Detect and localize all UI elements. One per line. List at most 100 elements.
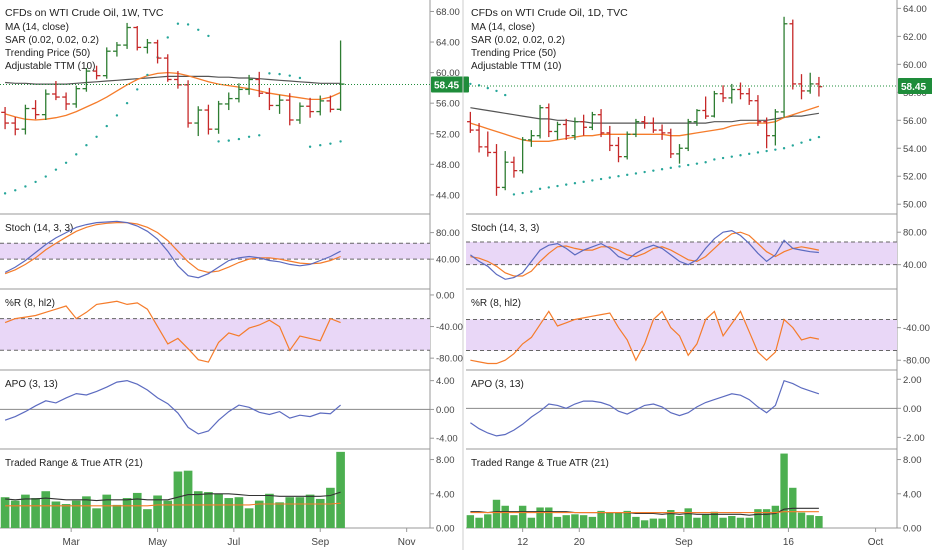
candle[interactable]	[123, 22, 131, 49]
range-bar	[649, 518, 658, 528]
candle[interactable]	[772, 109, 779, 146]
range-bar	[143, 509, 152, 528]
candle[interactable]	[501, 151, 509, 191]
range-bar	[204, 492, 213, 528]
candle[interactable]	[519, 137, 526, 174]
candle[interactable]	[536, 104, 544, 139]
candle[interactable]	[562, 118, 570, 140]
apo-tick-label: 4.00	[436, 376, 455, 387]
candle[interactable]	[789, 19, 797, 90]
time-tick-label: 20	[574, 537, 586, 548]
apo-pane-label: APO (3, 13)	[471, 379, 524, 390]
candle[interactable]	[658, 124, 666, 140]
candle[interactable]	[102, 47, 111, 79]
candle[interactable]	[285, 93, 294, 126]
candle[interactable]	[702, 96, 709, 119]
stoch-k-line	[4, 220, 341, 279]
range-bar	[61, 504, 71, 528]
candle[interactable]	[571, 117, 579, 140]
candle[interactable]	[143, 38, 152, 54]
wr-band	[0, 318, 430, 351]
candle[interactable]	[62, 92, 70, 111]
candle[interactable]	[597, 109, 605, 138]
candle[interactable]	[589, 111, 596, 131]
sar-dot	[95, 135, 98, 139]
candle[interactable]	[641, 116, 648, 129]
candle[interactable]	[632, 118, 640, 138]
sar-dot	[713, 158, 716, 161]
candle[interactable]	[798, 74, 805, 100]
candle[interactable]	[204, 104, 213, 135]
candle[interactable]	[754, 95, 762, 126]
sar-dot	[146, 73, 149, 77]
candle[interactable]	[214, 100, 223, 134]
candle[interactable]	[763, 117, 770, 149]
candle[interactable]	[275, 94, 284, 114]
candle[interactable]	[815, 76, 823, 97]
candle[interactable]	[510, 156, 518, 178]
candle[interactable]	[737, 82, 744, 100]
stoch-tick-label: 80.00	[436, 228, 460, 239]
candle[interactable]	[728, 83, 736, 104]
candle[interactable]	[711, 90, 718, 118]
chart-daily[interactable]: 64.0062.0060.0058.0056.0054.0052.0050.00…	[466, 0, 932, 548]
range-bar	[475, 517, 483, 528]
candle[interactable]	[1, 107, 9, 130]
candle[interactable]	[580, 114, 587, 136]
candle[interactable]	[484, 131, 492, 157]
candle[interactable]	[41, 89, 50, 120]
candle[interactable]	[650, 117, 657, 133]
candle[interactable]	[52, 81, 60, 101]
candle[interactable]	[684, 118, 692, 152]
candle[interactable]	[174, 71, 182, 89]
candle[interactable]	[296, 102, 304, 124]
candle[interactable]	[316, 95, 325, 116]
candle[interactable]	[92, 65, 101, 80]
wr-line	[470, 310, 820, 365]
candle[interactable]	[554, 121, 561, 140]
candle[interactable]	[493, 144, 500, 196]
indicator-legend-0: MA (14, close)	[471, 22, 535, 33]
candle[interactable]	[623, 131, 631, 160]
candle[interactable]	[326, 95, 335, 113]
candle[interactable]	[21, 104, 30, 135]
candle[interactable]	[806, 72, 814, 94]
sar-dot	[721, 156, 725, 160]
sar-dot	[278, 72, 281, 76]
chart-weekly[interactable]: 68.00 64.00 60.00 56.00 52.00 48.00 44.00 58.45…	[0, 0, 469, 548]
price-tick-label: 50.00	[903, 200, 927, 211]
candle[interactable]	[545, 103, 553, 138]
candle[interactable]	[475, 123, 483, 153]
candle[interactable]	[467, 111, 474, 133]
candle[interactable]	[615, 137, 622, 163]
candle[interactable]	[306, 97, 314, 118]
candle[interactable]	[265, 87, 274, 111]
candle[interactable]	[163, 54, 172, 82]
candle[interactable]	[606, 125, 614, 152]
sar-dot	[469, 82, 472, 86]
candle[interactable]	[780, 16, 788, 118]
candle[interactable]	[194, 106, 203, 137]
candle[interactable]	[693, 109, 701, 126]
sar-dot	[634, 172, 638, 175]
candle[interactable]	[11, 116, 20, 136]
candle[interactable]	[676, 144, 683, 164]
candle[interactable]	[255, 71, 264, 98]
candle[interactable]	[224, 92, 233, 111]
sar-dot	[166, 36, 169, 39]
candle[interactable]	[235, 83, 243, 103]
candle[interactable]	[153, 39, 162, 64]
candle[interactable]	[72, 85, 81, 108]
candle[interactable]	[82, 68, 91, 92]
candle[interactable]	[113, 42, 121, 57]
candle[interactable]	[31, 100, 40, 120]
sar-dot	[704, 161, 707, 164]
candle[interactable]	[528, 130, 535, 147]
sar-dot	[176, 22, 180, 25]
candle[interactable]	[719, 85, 727, 103]
candle[interactable]	[133, 25, 142, 51]
candle[interactable]	[667, 128, 675, 159]
candle[interactable]	[745, 88, 753, 105]
